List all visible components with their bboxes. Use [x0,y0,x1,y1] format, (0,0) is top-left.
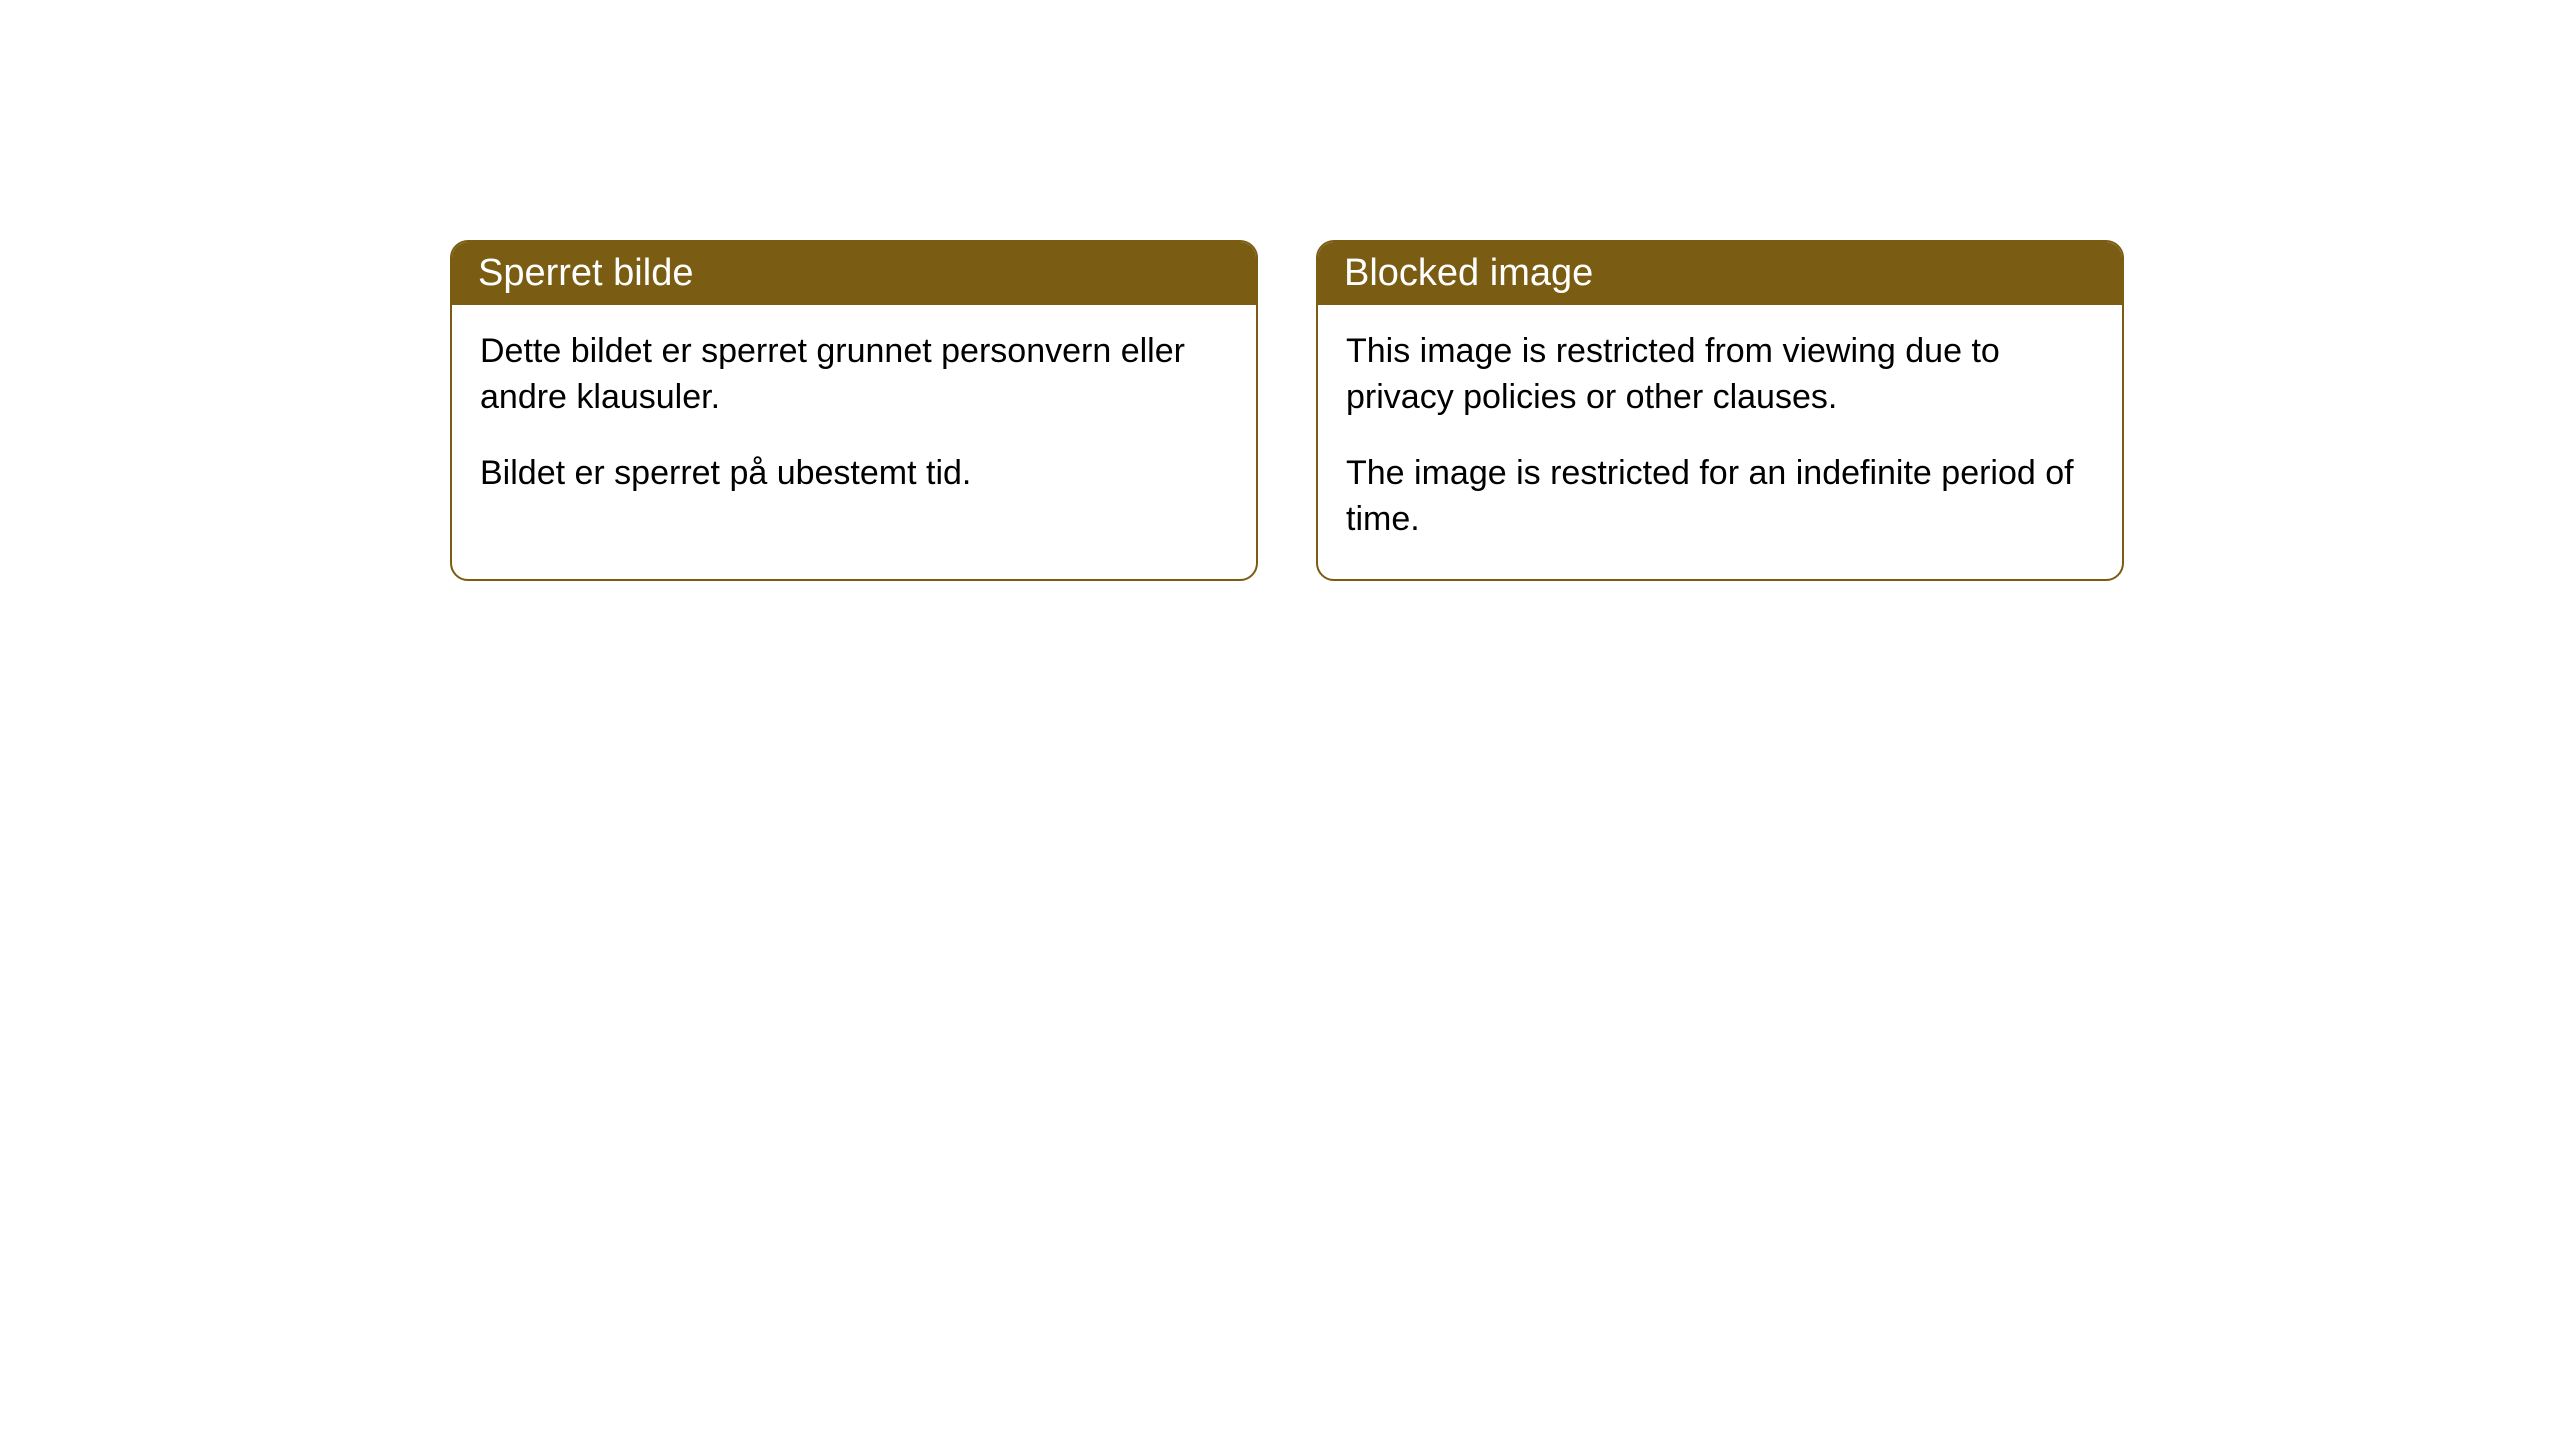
card-title-english: Blocked image [1344,252,1593,294]
card-header-norwegian: Sperret bilde [452,242,1256,305]
blocked-image-card-english: Blocked image This image is restricted f… [1316,240,2124,581]
card-header-english: Blocked image [1318,242,2122,305]
card-body-norwegian: Dette bildet er sperret grunnet personve… [452,305,1256,533]
card-paragraph-english-2: The image is restricted for an indefinit… [1346,451,2094,543]
card-paragraph-norwegian-2: Bildet er sperret på ubestemt tid. [480,451,1228,497]
card-paragraph-norwegian-1: Dette bildet er sperret grunnet personve… [480,329,1228,421]
card-title-norwegian: Sperret bilde [478,252,693,294]
card-body-english: This image is restricted from viewing du… [1318,305,2122,579]
notice-cards-container: Sperret bilde Dette bildet er sperret gr… [450,240,2560,581]
blocked-image-card-norwegian: Sperret bilde Dette bildet er sperret gr… [450,240,1258,581]
card-paragraph-english-1: This image is restricted from viewing du… [1346,329,2094,421]
